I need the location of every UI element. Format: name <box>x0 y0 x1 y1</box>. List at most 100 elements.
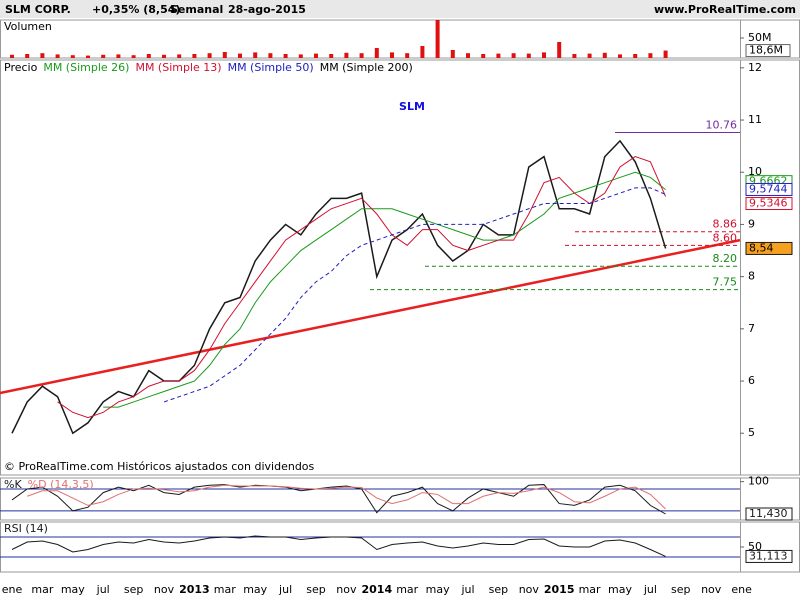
current-label: 31,113 <box>749 549 788 562</box>
volume-bar <box>101 54 106 58</box>
x-tick-label: ene <box>2 583 23 596</box>
volume-bar <box>162 54 166 58</box>
panel-title: Volumen <box>4 20 52 33</box>
change: +0,35% (8,54) <box>92 3 180 16</box>
x-tick-label: may <box>243 583 267 596</box>
x-tick-label: nov <box>519 583 540 596</box>
volume-bar <box>192 54 197 58</box>
panel <box>0 477 741 521</box>
level-label: 7.75 <box>713 276 738 289</box>
current-box <box>745 44 791 58</box>
current-box <box>745 241 793 255</box>
x-tick-label: may <box>61 583 85 596</box>
y-tick-label: 8 <box>748 270 755 283</box>
period: Semanal <box>170 3 223 16</box>
current-label: 9,5346 <box>749 197 788 210</box>
legend-entry: RSI (14) <box>4 522 48 535</box>
y-tick-label: 10 <box>748 165 762 178</box>
volume-bar <box>131 55 136 58</box>
legend-entry: MM (Simple 50) <box>228 61 314 74</box>
volume-bar <box>602 52 607 58</box>
x-tick-label: mar <box>214 583 236 596</box>
x-tick-label: nov <box>336 583 357 596</box>
volume-bar <box>663 50 668 58</box>
volume-bar <box>420 46 425 58</box>
y-tick-label: 100 <box>748 475 769 488</box>
panel <box>0 19 741 59</box>
panel <box>0 521 741 573</box>
level-label: 8.86 <box>713 218 738 231</box>
series-line <box>103 171 666 408</box>
volume-bar <box>177 54 182 58</box>
volume-bar <box>116 54 121 58</box>
volume-bar <box>329 54 334 58</box>
volume-bar <box>526 53 531 58</box>
y-tick-label: 50 <box>748 540 762 553</box>
series-line <box>11 139 667 435</box>
x-tick-label: jul <box>96 583 110 596</box>
current-box <box>745 197 793 211</box>
current-box <box>745 182 793 196</box>
volume-bar <box>587 53 592 58</box>
current-box <box>745 549 793 563</box>
volume-bar <box>390 52 394 58</box>
volume-bar <box>542 52 546 58</box>
series-line <box>27 484 666 510</box>
volume-bar <box>70 55 75 58</box>
volume-bar <box>466 53 470 58</box>
x-tick-label: jul <box>643 583 657 596</box>
volume-bar <box>207 53 212 58</box>
current-label: 11,430 <box>749 507 788 520</box>
x-tick-label: jul <box>460 583 474 596</box>
volume-bar <box>86 55 90 58</box>
y-tick-label: 5 <box>748 426 755 439</box>
x-tick-label: 2015 <box>544 583 575 596</box>
volume-bar <box>10 54 14 58</box>
y-tick-label: 12 <box>748 61 762 74</box>
volume-bar <box>405 53 410 58</box>
x-tick-label: nov <box>701 583 722 596</box>
current-label: 9,5744 <box>749 182 788 195</box>
volume-bar <box>481 54 486 58</box>
volume-bar <box>344 52 349 58</box>
trendline <box>0 238 741 395</box>
x-tick-label: nov <box>154 583 175 596</box>
level-label: 8.20 <box>713 252 738 265</box>
y-tick-label: 7 <box>748 322 755 335</box>
legend-entry: MM (Simple 26) <box>43 61 129 74</box>
x-tick-label: may <box>608 583 632 596</box>
volume-bar <box>238 53 242 58</box>
volume-bar <box>374 48 379 58</box>
volume-bar <box>435 20 440 58</box>
x-tick-label: sep <box>306 583 325 596</box>
volume-bar <box>222 52 227 58</box>
volume-bar <box>268 53 273 58</box>
axis-panel <box>740 521 800 573</box>
date: 28-ago-2015 <box>228 3 306 16</box>
x-tick-label: sep <box>124 583 143 596</box>
volume-bar <box>283 54 288 58</box>
x-tick-label: 2014 <box>361 583 392 596</box>
volume-bar <box>648 53 653 58</box>
volume-bar <box>40 53 45 58</box>
x-tick-label: may <box>426 583 450 596</box>
volume-bar <box>496 53 501 58</box>
series-line <box>11 484 666 515</box>
legend-entry: %K <box>4 478 22 491</box>
y-tick-label: 6 <box>748 374 755 387</box>
current-label: 18,6M <box>749 44 783 57</box>
volume-bar <box>253 52 258 58</box>
series-line <box>163 187 666 403</box>
legend-entry: %D (14,3,5) <box>28 478 94 491</box>
volume-bar <box>511 53 516 58</box>
header-bar <box>0 0 800 18</box>
y-tick-label: 11 <box>748 113 762 126</box>
series-line <box>57 156 667 419</box>
volume-bar <box>146 54 151 58</box>
volume-bar <box>314 53 318 58</box>
volume-bar <box>557 42 562 58</box>
y-tick-label: 9 <box>748 217 755 230</box>
y-tick-label: 50M <box>748 31 772 44</box>
volume-bar <box>55 54 60 58</box>
